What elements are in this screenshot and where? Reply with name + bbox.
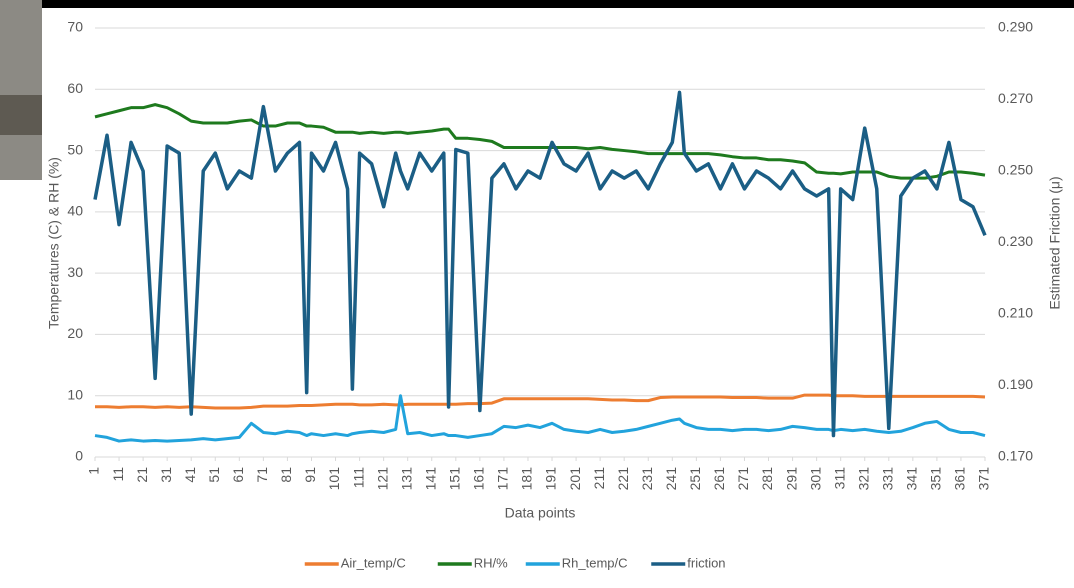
x-tick-label: 91: [302, 467, 318, 483]
legend-label: Rh_temp/C: [562, 555, 628, 570]
y-tick-label: 60: [67, 80, 83, 96]
x-tick-label: 21: [134, 467, 150, 483]
x-tick-label: 291: [783, 467, 799, 491]
x-tick-label: 221: [615, 467, 631, 491]
x-tick-label: 31: [158, 467, 174, 483]
y-tick-label: 0: [75, 448, 83, 464]
chart: Temperatures (C) & RH (%) Estimated Fric…: [0, 0, 1074, 588]
x-tick-label: 181: [519, 467, 535, 491]
x-tick-label: 361: [952, 467, 968, 491]
x-tick-label: 1: [86, 467, 102, 475]
x-tick-label: 311: [831, 467, 847, 490]
x-tick-label: 241: [663, 467, 679, 491]
x-tick-label: 151: [447, 467, 463, 491]
x-tick-label: 271: [735, 467, 751, 491]
x-tick-label: 61: [230, 467, 246, 483]
y2-tick-label: 0.230: [998, 233, 1033, 249]
x-tick-label: 51: [206, 467, 222, 483]
x-tick-label: 101: [326, 467, 342, 491]
y-tick-label: 30: [67, 264, 83, 280]
x-tick-label: 321: [855, 467, 871, 491]
y-tick-label: 70: [67, 19, 83, 35]
photo-fragment-detail: [0, 95, 42, 135]
legend-label: Air_temp/C: [341, 555, 406, 570]
x-tick-label: 161: [471, 467, 487, 491]
y2-tick-label: 0.190: [998, 376, 1033, 392]
y-tick-label: 20: [67, 325, 83, 341]
x-axis-title: Data points: [505, 505, 576, 521]
x-tick-label: 71: [254, 467, 270, 483]
x-tick-label: 341: [904, 467, 920, 491]
x-tick-label: 201: [567, 467, 583, 491]
x-tick-label: 281: [759, 467, 775, 491]
x-tick-label: 121: [374, 467, 390, 491]
y2-tick-label: 0.270: [998, 90, 1033, 106]
y2-tick-label: 0.290: [998, 19, 1033, 35]
x-tick-label: 301: [807, 467, 823, 491]
x-tick-label: 81: [278, 467, 294, 483]
y-axis-title: Temperatures (C) & RH (%): [46, 157, 62, 329]
photo-fragment: [0, 0, 42, 180]
legend-label: friction: [687, 555, 725, 570]
x-tick-label: 261: [711, 467, 727, 491]
x-tick-label: 211: [591, 467, 607, 490]
y2-axis-title: Estimated Friction (μ): [1047, 176, 1063, 309]
top-band: [0, 0, 1074, 8]
y2-tick-label: 0.210: [998, 305, 1033, 321]
legend-label: RH/%: [474, 555, 508, 570]
y-tick-label: 40: [67, 203, 83, 219]
x-tick-label: 41: [182, 467, 198, 483]
x-tick-label: 331: [879, 467, 895, 491]
x-tick-label: 191: [543, 467, 559, 491]
x-tick-label: 171: [495, 467, 511, 491]
x-tick-label: 131: [398, 467, 414, 491]
x-tick-label: 231: [639, 467, 655, 491]
x-tick-label: 371: [976, 467, 992, 491]
y-tick-label: 50: [67, 141, 83, 157]
x-tick-label: 11: [110, 467, 126, 482]
x-tick-label: 141: [422, 467, 438, 491]
x-tick-label: 351: [928, 467, 944, 491]
y-tick-label: 10: [67, 386, 83, 402]
x-tick-label: 111: [350, 467, 366, 488]
y2-tick-label: 0.250: [998, 162, 1033, 178]
x-tick-label: 251: [687, 467, 703, 491]
y2-tick-label: 0.170: [998, 448, 1033, 464]
